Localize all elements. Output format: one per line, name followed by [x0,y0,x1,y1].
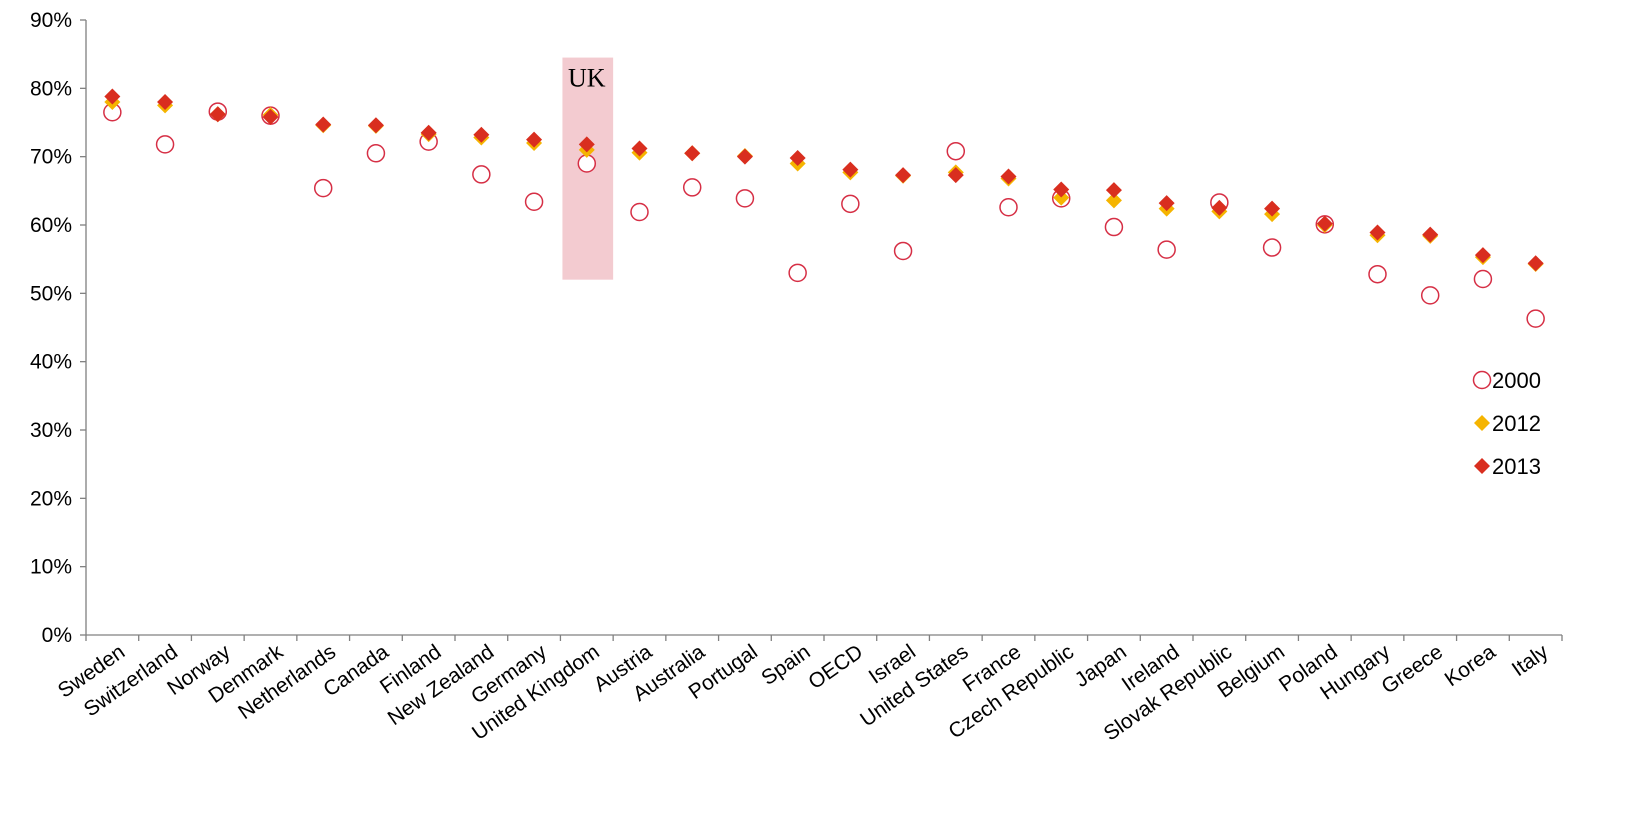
y-tick-label: 90% [30,9,72,32]
legend-marker-2012 [1474,415,1490,431]
point-2013 [1422,226,1439,243]
point-2000 [313,178,333,198]
point-2013 [1264,200,1281,217]
y-tick-label: 80% [30,77,72,100]
point-2000 [946,141,966,161]
point-2013 [842,161,859,178]
y-tick-label: 0% [42,624,72,647]
point-2013 [367,117,384,134]
category-label: Spain [757,640,814,690]
highlight-label: UK [568,64,606,93]
y-tick-label: 10% [30,556,72,579]
point-2000 [999,197,1018,217]
point-2000 [735,189,755,208]
point-2013 [736,148,753,165]
point-2013 [473,126,490,143]
point-2013 [1211,199,1228,216]
point-2000 [630,202,649,222]
point-2000 [1368,264,1387,284]
point-2013 [526,131,543,148]
point-2000 [155,135,175,154]
point-2013 [1105,182,1122,199]
point-2000 [1157,240,1176,259]
point-2013 [1316,215,1333,232]
point-2013 [315,116,332,133]
point-2000 [1473,269,1493,289]
legend-marker-2013 [1474,458,1490,474]
y-tick-label: 50% [30,282,72,305]
point-2000 [1104,217,1124,237]
point-2013 [209,106,226,123]
point-2013 [578,136,595,153]
y-tick-label: 20% [30,487,72,510]
point-2000 [682,178,702,197]
y-tick-label: 70% [30,146,72,169]
point-2013 [104,88,121,105]
category-label: Italy [1508,640,1553,681]
point-2000 [1526,309,1545,328]
y-tick-label: 60% [30,214,72,237]
point-2013 [947,167,964,184]
point-2000 [841,194,860,214]
legend-marker-2000 [1472,370,1492,390]
point-2000 [893,241,913,261]
point-2013 [684,145,701,162]
point-2013 [1053,181,1070,198]
point-2013 [895,167,912,184]
point-2000 [1262,238,1282,257]
category-label: Greece [1377,640,1447,698]
point-2013 [420,124,437,141]
point-2012 [1105,192,1122,209]
category-label: Korea [1441,640,1500,691]
category-label: OECD [804,640,867,694]
point-2013 [1369,224,1386,241]
point-2000 [472,165,491,184]
series-2000 [103,102,1545,328]
point-2000 [1420,286,1440,305]
point-2013 [631,140,648,157]
legend-label-2000: 2000 [1492,368,1541,393]
point-2012 [1053,189,1070,206]
point-2013 [157,94,174,110]
point-2013 [1474,247,1491,264]
y-tick-label: 30% [30,419,72,442]
point-2013 [262,109,279,126]
series-2013 [104,88,1544,272]
legend-label-2012: 2012 [1492,411,1541,436]
point-2000 [366,144,386,163]
point-2000 [524,192,544,212]
point-2000 [788,263,807,283]
point-2013 [1158,195,1175,212]
y-tick-label: 40% [30,351,72,374]
point-2013 [789,150,806,167]
point-2013 [1000,168,1017,185]
legend-label-2013: 2013 [1492,454,1541,479]
point-2013 [1527,255,1544,272]
